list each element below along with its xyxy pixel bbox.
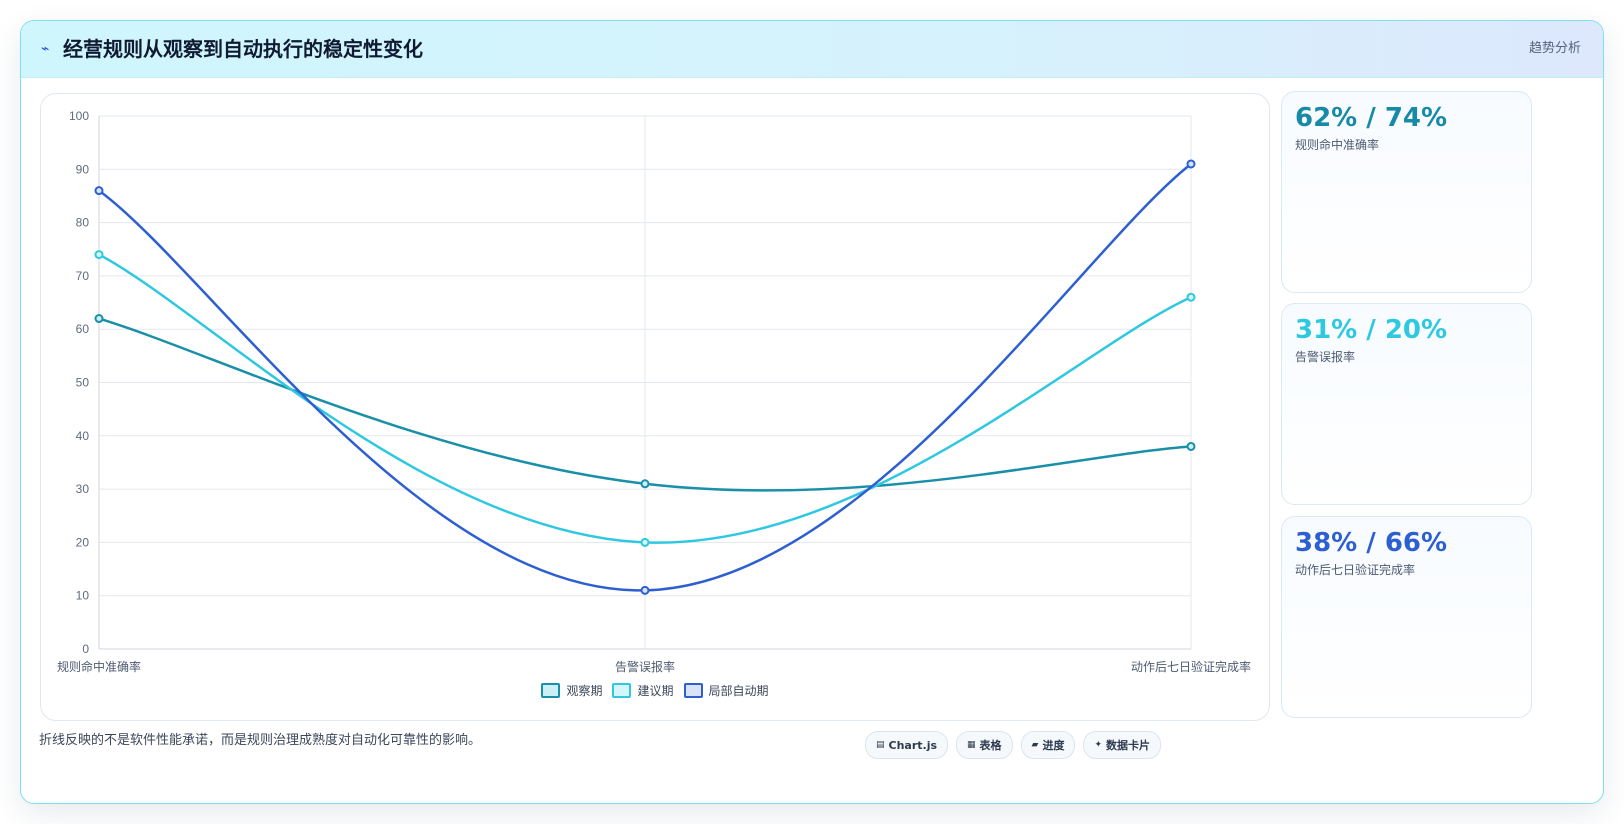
y-tick-label: 10	[76, 589, 90, 603]
data-point	[640, 585, 650, 595]
legend-item[interactable]: 局部自动期	[683, 682, 769, 699]
y-tick-label: 80	[76, 216, 90, 230]
y-tick-label: 30	[76, 482, 90, 496]
dashboard-card: ⌁ 经营规则从观察到自动执行的稳定性变化 趋势分析 0 10 20 30 40 50 60 7…	[20, 20, 1604, 804]
legend-label: 观察期	[566, 684, 603, 698]
data-point	[1186, 159, 1196, 169]
chip-progress[interactable]: ▰ 进度	[1020, 731, 1076, 759]
legend-label: 建议期	[637, 684, 674, 698]
y-tick-label: 90	[76, 162, 90, 176]
legend-item[interactable]: 建议期	[612, 682, 674, 699]
progress-icon: ▰	[1031, 740, 1039, 750]
stat-card-accuracy: 62% / 74% 规则命中准确率	[1281, 91, 1532, 293]
chip-label: 表格	[979, 739, 1002, 752]
trend-tag[interactable]: 趋势分析	[1528, 41, 1581, 56]
y-tick-label: 0	[82, 642, 89, 656]
legend-swatch	[683, 683, 703, 698]
chart-canvas: 0 10 20 30 40 50 60 70 80 90 100 规则命中准确率 告警误报率 动作后七日验…	[57, 109, 1251, 674]
legend-swatch	[612, 683, 632, 698]
legend-item[interactable]: 观察期	[541, 682, 602, 699]
chart-icon: ▤	[876, 740, 885, 750]
x-tick-label: 告警误报率	[615, 659, 675, 674]
data-point	[94, 186, 104, 196]
chip-label: 进度	[1042, 739, 1065, 752]
data-point	[1186, 292, 1196, 302]
chip-group: ▤ Chart.js ▦ 表格 ▰ 进度 ✦ 数据卡片	[865, 731, 1162, 759]
line-chart: 0 10 20 30 40 50 60 70 80 90 100 规则命中准确率 告警误报率 动作后七日验…	[40, 93, 1270, 721]
table-icon: ▦	[967, 740, 976, 750]
data-point	[640, 479, 650, 489]
chip-label: Chart.js	[888, 738, 938, 752]
x-tick-label: 动作后七日验证完成率	[1131, 659, 1251, 674]
card-header: ⌁ 经营规则从观察到自动执行的稳定性变化 趋势分析	[21, 21, 1603, 78]
chart-note: 折线反映的不是软件性能承诺，而是规则治理成熟度对自动化可靠性的影响。	[39, 733, 482, 748]
chip-chartjs[interactable]: ▤ Chart.js	[865, 731, 949, 759]
y-tick-label: 100	[69, 109, 89, 123]
stat-value: 62% / 74%	[1295, 103, 1448, 133]
legend-swatch	[541, 683, 561, 698]
stat-card-verification: 38% / 66% 动作后七日验证完成率	[1281, 516, 1532, 718]
stat-label: 动作后七日验证完成率	[1295, 563, 1416, 577]
lightning-icon: ⌁	[41, 41, 50, 57]
card-icon: ✦	[1094, 740, 1103, 750]
y-tick-label: 60	[76, 322, 90, 336]
y-tick-label: 20	[76, 535, 90, 549]
y-tick-label: 50	[76, 376, 90, 390]
stat-label: 规则命中准确率	[1295, 138, 1380, 152]
chip-label: 数据卡片	[1106, 739, 1151, 752]
data-point	[94, 314, 104, 324]
data-point	[94, 250, 104, 260]
chip-data-card[interactable]: ✦ 数据卡片	[1083, 731, 1162, 759]
chip-table[interactable]: ▦ 表格	[956, 731, 1013, 759]
page-title: 经营规则从观察到自动执行的稳定性变化	[63, 37, 423, 61]
stat-value: 31% / 20%	[1295, 315, 1448, 345]
data-point	[1186, 441, 1196, 451]
stat-value: 38% / 66%	[1295, 528, 1448, 558]
x-tick-label: 规则命中准确率	[57, 659, 141, 674]
y-tick-label: 40	[76, 429, 90, 443]
y-tick-label: 70	[76, 269, 90, 283]
data-point	[640, 537, 650, 547]
stat-card-false-alarm: 31% / 20% 告警误报率	[1281, 303, 1532, 505]
chart-legend: 观察期 建议期 局部自动期	[41, 682, 1269, 699]
legend-label: 局部自动期	[708, 684, 769, 698]
stat-label: 告警误报率	[1295, 350, 1356, 364]
